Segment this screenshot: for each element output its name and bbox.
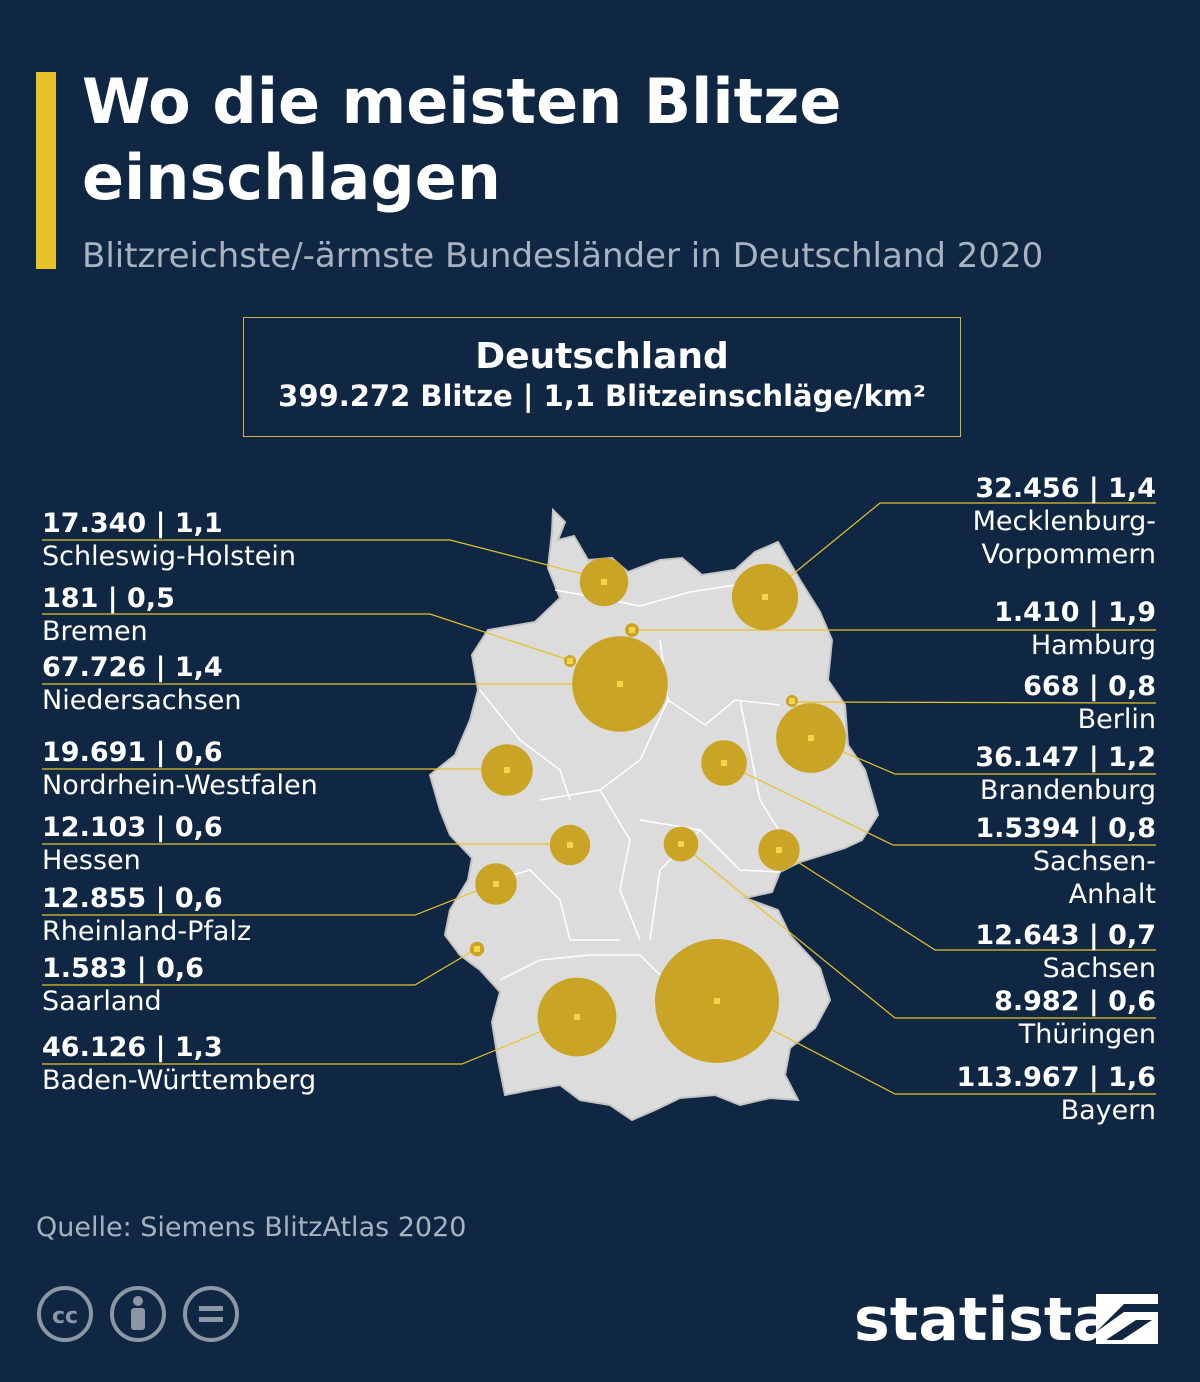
leader-line-mecklenburg-vorpommern: [764, 502, 1156, 598]
value-rheinland-pfalz: 12.855 | 0,6: [42, 883, 223, 914]
value-mecklenburg-vorpommern: 32.456 | 1,4: [975, 473, 1156, 504]
leader-line-sachsen-anhalt: [723, 762, 1156, 846]
leader-line-schleswig-holstein: [42, 539, 599, 579]
label-hessen: 12.103 | 0,6 Hessen: [42, 811, 223, 877]
leader-lines: [42, 502, 1157, 1095]
name-sachsen-anhalt-line2: Anhalt: [1068, 879, 1156, 910]
name-hamburg: Hamburg: [1030, 630, 1156, 661]
summary-box: Deutschland 399.272 Blitze | 1,1 Blitzei…: [243, 317, 961, 437]
leader-line-baden-wuerttemberg: [42, 1016, 577, 1065]
bubble-center-rheinland-pfalz: [493, 881, 499, 887]
label-nordrhein-westfalen: 19.691 | 0,6 Nordrhein-Westfalen: [42, 736, 318, 802]
label-hamburg: 1.410 | 1,9 Hamburg: [994, 596, 1156, 662]
name-bayern: Bayern: [1060, 1095, 1156, 1126]
bubbles: [469, 557, 846, 1063]
label-thueringen: 8.982 | 0,6 Thüringen: [994, 985, 1156, 1051]
value-saarland: 1.583 | 0,6: [42, 953, 204, 984]
value-sachsen-anhalt: 1.5394 | 0,8: [975, 813, 1156, 844]
label-mecklenburg-vorpommern: 32.456 | 1,4 Mecklenburg- Vorpommern: [973, 472, 1156, 571]
label-sachsen-anhalt: 1.5394 | 0,8 Sachsen- Anhalt: [975, 812, 1156, 911]
statista-logo: statista: [854, 1282, 1164, 1356]
nd-icon: [183, 1286, 239, 1342]
bubble-center-brandenburg: [808, 735, 814, 741]
summary-title: Deutschland: [475, 336, 729, 377]
label-baden-wuerttemberg: 46.126 | 1,3 Baden-Württemberg: [42, 1031, 316, 1097]
value-berlin: 668 | 0,8: [1023, 671, 1156, 702]
bubble-center-niedersachsen: [617, 681, 623, 687]
by-icon: [110, 1286, 166, 1342]
label-rheinland-pfalz: 12.855 | 0,6 Rheinland-Pfalz: [42, 882, 251, 948]
name-saarland: Saarland: [42, 986, 162, 1017]
leader-line-saarland: [42, 948, 477, 986]
bubble-center-berlin: [789, 698, 795, 704]
name-baden-wuerttemberg: Baden-Württemberg: [42, 1065, 317, 1096]
value-hessen: 12.103 | 0,6: [42, 812, 223, 843]
label-sachsen: 12.643 | 0,7 Sachsen: [975, 919, 1156, 985]
page-title: Wo die meisten Blitze einschlagen: [82, 65, 842, 214]
label-niedersachsen: 67.726 | 1,4 Niedersachsen: [42, 651, 242, 717]
leader-line-rheinland-pfalz: [42, 883, 495, 916]
label-brandenburg: 36.147 | 1,2 Brandenburg: [975, 741, 1156, 807]
license-icons: cc: [36, 1284, 246, 1344]
name-mecklenburg-vorpommern-line1: Mecklenburg-: [972, 506, 1156, 537]
leader-line-sachsen: [778, 849, 1156, 951]
name-mecklenburg-vorpommern-line2: Vorpommern: [981, 539, 1156, 570]
bubble-center-baden-wuerttemberg: [574, 1014, 580, 1020]
leader-line-bayern: [716, 1000, 1156, 1095]
bubble-center-sachsen: [776, 847, 782, 853]
value-sachsen: 12.643 | 0,7: [975, 920, 1156, 951]
bubble-center-bayern: [714, 998, 720, 1004]
name-sachsen: Sachsen: [1042, 953, 1156, 984]
name-thueringen: Thüringen: [1018, 1019, 1156, 1050]
label-saarland: 1.583 | 0,6 Saarland: [42, 952, 204, 1018]
name-nordrhein-westfalen: Nordrhein-Westfalen: [42, 770, 318, 801]
name-brandenburg: Brandenburg: [979, 775, 1156, 806]
value-nordrhein-westfalen: 19.691 | 0,6: [42, 737, 223, 768]
value-bremen: 181 | 0,5: [42, 583, 175, 614]
label-bremen: 181 | 0,5 Bremen: [42, 582, 175, 648]
name-niedersachsen: Niedersachsen: [42, 685, 242, 716]
svg-text:cc: cc: [52, 1304, 78, 1329]
name-hessen: Hessen: [42, 845, 141, 876]
label-berlin: 668 | 0,8 Berlin: [1023, 670, 1156, 736]
leader-line-thueringen: [680, 843, 1156, 1019]
bubble-center-saarland: [474, 946, 480, 952]
bubble-center-hamburg: [629, 627, 635, 633]
value-baden-wuerttemberg: 46.126 | 1,3: [42, 1032, 223, 1063]
bubble-center-schleswig-holstein: [601, 579, 607, 585]
leader-line-berlin: [795, 701, 1157, 704]
statista-logo-mark: [1096, 1294, 1158, 1344]
bubble-center-mecklenburg-vorpommern: [762, 594, 768, 600]
label-schleswig-holstein: 17.340 | 1,1 Schleswig-Holstein: [42, 507, 296, 573]
statista-logo-text: statista: [854, 1285, 1113, 1352]
page-subtitle: Blitzreichste/-ärmste Bundesländer in De…: [82, 236, 1044, 276]
value-schleswig-holstein: 17.340 | 1,1: [42, 508, 223, 539]
name-sachsen-anhalt-line1: Sachsen-: [1032, 846, 1156, 877]
value-hamburg: 1.410 | 1,9: [994, 597, 1156, 628]
name-schleswig-holstein: Schleswig-Holstein: [42, 541, 296, 572]
value-bayern: 113.967 | 1,6: [956, 1062, 1156, 1093]
bubble-center-thueringen: [678, 841, 684, 847]
bubble-center-hessen: [567, 842, 573, 848]
value-niedersachsen: 67.726 | 1,4: [42, 652, 223, 683]
bubble-center-sachsen-anhalt: [721, 760, 727, 766]
value-thueringen: 8.982 | 0,6: [994, 986, 1156, 1017]
bubble-center-nordrhein-westfalen: [504, 767, 510, 773]
summary-stats: 399.272 Blitze | 1,1 Blitzeinschläge/km²: [278, 379, 926, 413]
name-rheinland-pfalz: Rheinland-Pfalz: [42, 916, 252, 947]
name-bremen: Bremen: [42, 616, 148, 647]
leader-line-bremen: [42, 613, 567, 660]
source-note: Quelle: Siemens BlitzAtlas 2020: [36, 1212, 467, 1243]
name-berlin: Berlin: [1077, 704, 1156, 735]
accent-bar: [36, 72, 56, 269]
cc-icon: cc: [37, 1286, 93, 1342]
label-bayern: 113.967 | 1,6 Bayern: [957, 1061, 1156, 1127]
value-brandenburg: 36.147 | 1,2: [975, 742, 1156, 773]
bubble-center-bremen: [567, 658, 573, 664]
